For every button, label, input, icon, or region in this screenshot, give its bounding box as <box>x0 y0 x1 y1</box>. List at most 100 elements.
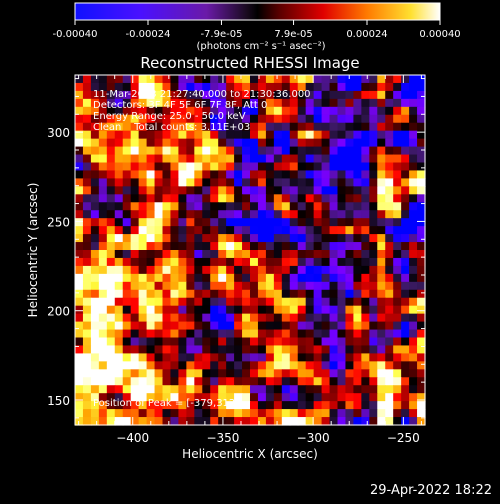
heatmap-cell <box>75 289 84 299</box>
heatmap-cell <box>297 409 307 418</box>
heatmap-cell <box>385 170 394 179</box>
heatmap-cell <box>178 385 187 394</box>
heatmap-cell <box>273 281 283 291</box>
heatmap-cell <box>98 417 108 426</box>
heatmap-cell <box>273 321 283 331</box>
heatmap-cell <box>417 130 426 140</box>
heatmap-cell <box>146 178 156 187</box>
heatmap-cell <box>130 313 140 323</box>
heatmap-cell <box>377 289 386 299</box>
heatmap-cell <box>401 313 410 323</box>
x-tick-label: −300 <box>297 431 330 445</box>
heatmap-cell <box>393 250 402 259</box>
heatmap-cell <box>242 146 251 156</box>
heatmap-cell <box>250 146 259 156</box>
heatmap-cell <box>369 138 378 148</box>
heatmap-cell <box>250 401 259 410</box>
heatmap-cell <box>369 210 378 219</box>
heatmap-cell <box>210 369 219 378</box>
heatmap-cell <box>98 321 108 331</box>
heatmap-cell <box>313 369 323 378</box>
heatmap-cell <box>321 369 331 378</box>
heatmap-cell <box>186 186 195 195</box>
heatmap-cell <box>369 345 378 354</box>
heatmap-cell <box>369 146 378 156</box>
heatmap-cell <box>82 75 92 84</box>
heatmap-cell <box>377 178 386 187</box>
heatmap-cell <box>385 186 394 195</box>
heatmap-cell <box>401 369 410 378</box>
heatmap-cell <box>297 178 307 187</box>
heatmap-cell <box>337 297 347 307</box>
heatmap-cell <box>218 337 227 347</box>
heatmap-cell <box>417 337 426 347</box>
heatmap-cell <box>329 75 339 84</box>
heatmap-cell <box>146 321 156 331</box>
heatmap-cell <box>281 170 291 179</box>
heatmap-cell <box>98 162 108 172</box>
heatmap-cell <box>417 250 426 259</box>
heatmap-cell <box>345 90 354 100</box>
heatmap-cell <box>234 178 243 187</box>
heatmap-cell <box>162 154 172 164</box>
heatmap-cell <box>130 401 140 410</box>
heatmap-cell <box>146 210 156 219</box>
heatmap-cell <box>170 305 179 315</box>
heatmap-cell <box>170 353 179 362</box>
heatmap-cell <box>289 234 299 243</box>
heatmap-cell <box>146 170 156 179</box>
heatmap-cell <box>162 138 172 148</box>
heatmap-cell <box>401 337 410 347</box>
heatmap-cell <box>393 353 402 362</box>
heatmap-cell <box>106 289 116 299</box>
heatmap-cell <box>377 138 386 148</box>
heatmap-cell <box>75 170 84 179</box>
heatmap-cell <box>401 98 410 108</box>
heatmap-cell <box>146 305 156 315</box>
x-tick-label: −400 <box>116 431 149 445</box>
heatmap-cell <box>321 377 331 386</box>
heatmap-cell <box>313 377 323 386</box>
heatmap-cell <box>250 393 259 402</box>
heatmap-cell <box>257 321 267 331</box>
heatmap-cell <box>90 98 100 108</box>
heatmap-cell <box>226 106 235 116</box>
heatmap-cell <box>409 417 418 426</box>
heatmap-cell <box>289 210 299 219</box>
heatmap-cell <box>154 75 164 84</box>
heatmap-cell <box>202 250 211 259</box>
heatmap-cell <box>130 234 140 243</box>
heatmap-cell <box>273 297 283 307</box>
heatmap-cell <box>226 265 235 275</box>
heatmap-cell <box>337 154 347 164</box>
heatmap-cell <box>202 361 211 370</box>
heatmap-cell <box>265 393 275 402</box>
heatmap-cell <box>154 218 164 227</box>
heatmap-cell <box>305 178 315 187</box>
plot-frame <box>74 74 426 426</box>
heatmap-cell <box>250 361 259 370</box>
heatmap-cell <box>234 130 243 140</box>
heatmap-cell <box>234 250 243 259</box>
heatmap-cell <box>226 202 235 211</box>
heatmap-cell <box>385 345 394 354</box>
heatmap-cell <box>273 305 283 315</box>
heatmap-cell <box>345 281 354 291</box>
heatmap-cell <box>265 409 275 418</box>
heatmap-cell <box>178 114 187 124</box>
heatmap-cell <box>98 226 108 235</box>
heatmap-cell <box>345 289 354 299</box>
heatmap-cell <box>361 305 370 315</box>
heatmap-cell <box>377 82 386 92</box>
heatmap-cell <box>242 257 251 267</box>
heatmap-cell <box>345 329 354 339</box>
heatmap-cell <box>417 377 426 386</box>
heatmap-cell <box>353 393 362 402</box>
heatmap-cell <box>202 242 211 251</box>
heatmap-cell <box>313 154 323 164</box>
heatmap-cell <box>417 186 426 195</box>
heatmap-cell <box>122 257 132 267</box>
heatmap-cell <box>313 186 323 195</box>
heatmap-cell <box>265 130 275 140</box>
